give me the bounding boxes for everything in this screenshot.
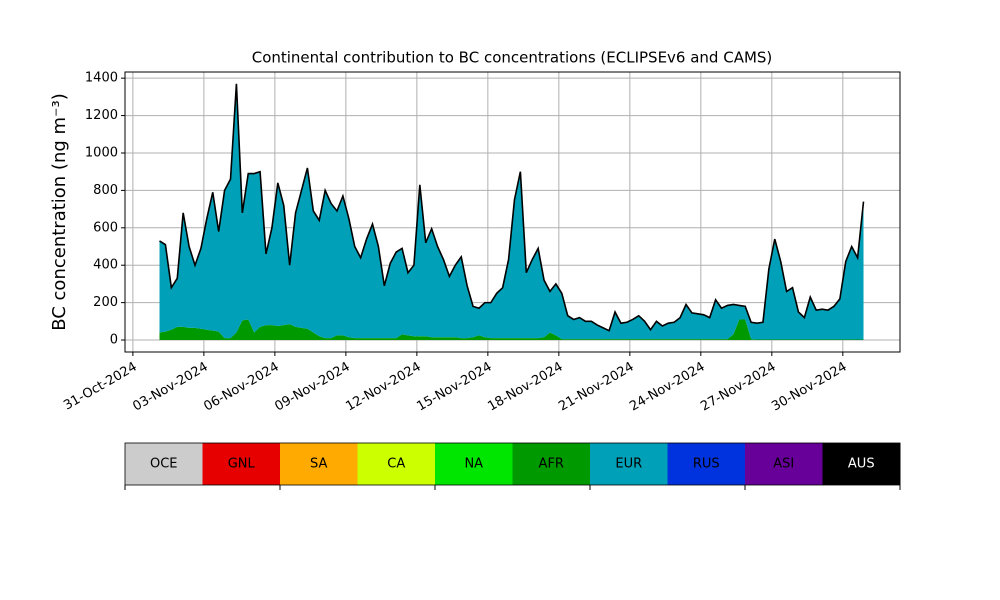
colorbar-swatch <box>512 443 591 485</box>
x-tick-label: 30-Nov-2024 <box>769 360 849 415</box>
colorbar-frame <box>124 442 901 486</box>
colorbar-label: EUR <box>615 457 642 472</box>
colorbar-swatch <box>125 443 203 485</box>
chart-title: Continental contribution to BC concentra… <box>252 49 773 67</box>
x-tick-label: 27-Nov-2024 <box>698 360 778 415</box>
colorbar-swatch <box>822 443 901 485</box>
area-top-line <box>159 83 865 332</box>
y-tick-label: 200 <box>93 295 118 310</box>
colorbar-label: CA <box>387 457 405 472</box>
y-axis-label: BC concentration (ng m⁻³) <box>49 93 70 331</box>
x-tick-label: 18-Nov-2024 <box>485 360 565 415</box>
area <box>159 83 864 340</box>
colorbar-label: ASI <box>773 457 794 472</box>
colorbar-label: AUS <box>848 457 875 472</box>
y-tick-label: 600 <box>93 220 118 235</box>
colorbar-swatch <box>357 443 436 485</box>
colorbar-swatch <box>435 443 513 485</box>
colorbar-swatch <box>590 443 668 485</box>
colorbar-swatch <box>202 443 281 485</box>
y-tick-label: 1000 <box>85 145 118 160</box>
area <box>159 319 864 341</box>
x-tick-label: 24-Nov-2024 <box>627 360 707 415</box>
colorbar-label: GNL <box>228 457 256 472</box>
x-tick-label: 31-Oct-2024 <box>61 360 139 414</box>
colorbar-label: RUS <box>693 457 720 472</box>
x-tick-label: 09-Nov-2024 <box>272 360 352 415</box>
y-tick-label: 800 <box>93 183 118 198</box>
x-tick-label: 03-Nov-2024 <box>130 360 210 415</box>
x-tick-label: 15-Nov-2024 <box>414 360 494 415</box>
y-tick-label: 400 <box>93 258 118 273</box>
colorbar-label: NA <box>464 457 483 472</box>
x-tick-label: 21-Nov-2024 <box>556 360 636 415</box>
colorbar-swatch <box>745 443 823 485</box>
y-tick-label: 1400 <box>85 71 118 86</box>
x-tick-label: 12-Nov-2024 <box>343 360 423 415</box>
colorbar-swatch <box>667 443 746 485</box>
colorbar-label: SA <box>310 457 327 472</box>
y-tick-label: 0 <box>110 333 118 348</box>
colorbar-label: AFR <box>539 457 564 472</box>
colorbar-swatch <box>280 443 358 485</box>
colorbar-label: OCE <box>150 457 178 472</box>
y-tick-label: 1200 <box>85 108 118 123</box>
plot-frame <box>124 71 901 353</box>
x-tick-label: 06-Nov-2024 <box>201 360 281 415</box>
